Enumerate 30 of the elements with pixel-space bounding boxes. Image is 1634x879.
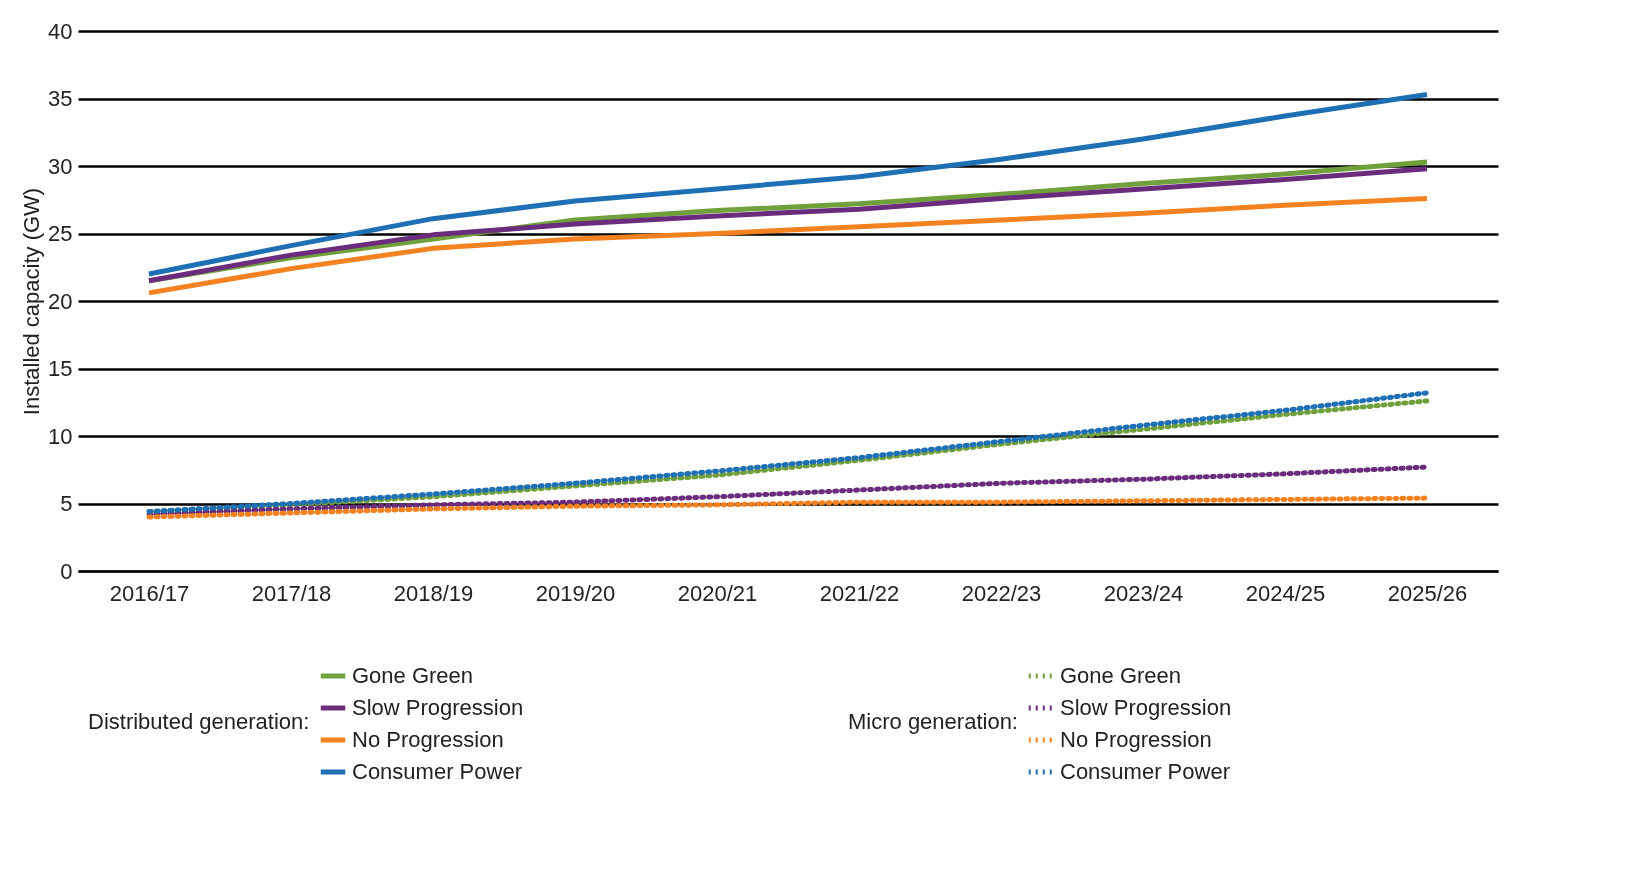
x-tick-label: 2020/21: [677, 580, 758, 606]
x-tick-label: 2017/18: [251, 580, 332, 606]
y-tick-label: 35: [48, 86, 73, 111]
legend-label: No Progression: [1060, 727, 1212, 752]
y-tick-label: 40: [48, 18, 73, 44]
y-tick-label: 10: [48, 423, 73, 449]
text: Micro generation:: [848, 709, 1018, 734]
y-tick-label: 0: [60, 558, 73, 584]
text: Distributed generation:: [88, 709, 310, 734]
y-tick-label: 30: [48, 153, 73, 179]
x-tick-label: 2021/22: [819, 580, 900, 606]
y-axis-title: Installed capacity (GW): [19, 187, 45, 416]
legend-label: Slow Progression: [1060, 695, 1232, 720]
x-tick-label: 2022/23: [961, 580, 1042, 606]
legend-label: No Progression: [352, 727, 504, 752]
legend-label: Consumer Power: [1060, 759, 1230, 784]
legend-label: Gone Green: [1060, 663, 1182, 688]
x-tick-label: 2023/24: [1103, 580, 1184, 606]
legend-label: Gone Green: [352, 663, 474, 688]
legend-label: Consumer Power: [352, 759, 522, 784]
y-tick-label: 20: [48, 288, 73, 314]
x-tick-label: 2018/19: [393, 580, 474, 606]
y-tick-label: 25: [48, 221, 73, 246]
x-tick-label: 2019/20: [535, 580, 616, 606]
y-tick-label: 5: [60, 491, 73, 516]
y-tick-label: 15: [48, 356, 73, 381]
legend-label: Slow Progression: [352, 695, 524, 720]
x-tick-label: 2025/26: [1387, 580, 1468, 606]
x-tick-label: 2016/17: [109, 580, 190, 606]
x-tick-label: 2024/25: [1245, 580, 1326, 606]
